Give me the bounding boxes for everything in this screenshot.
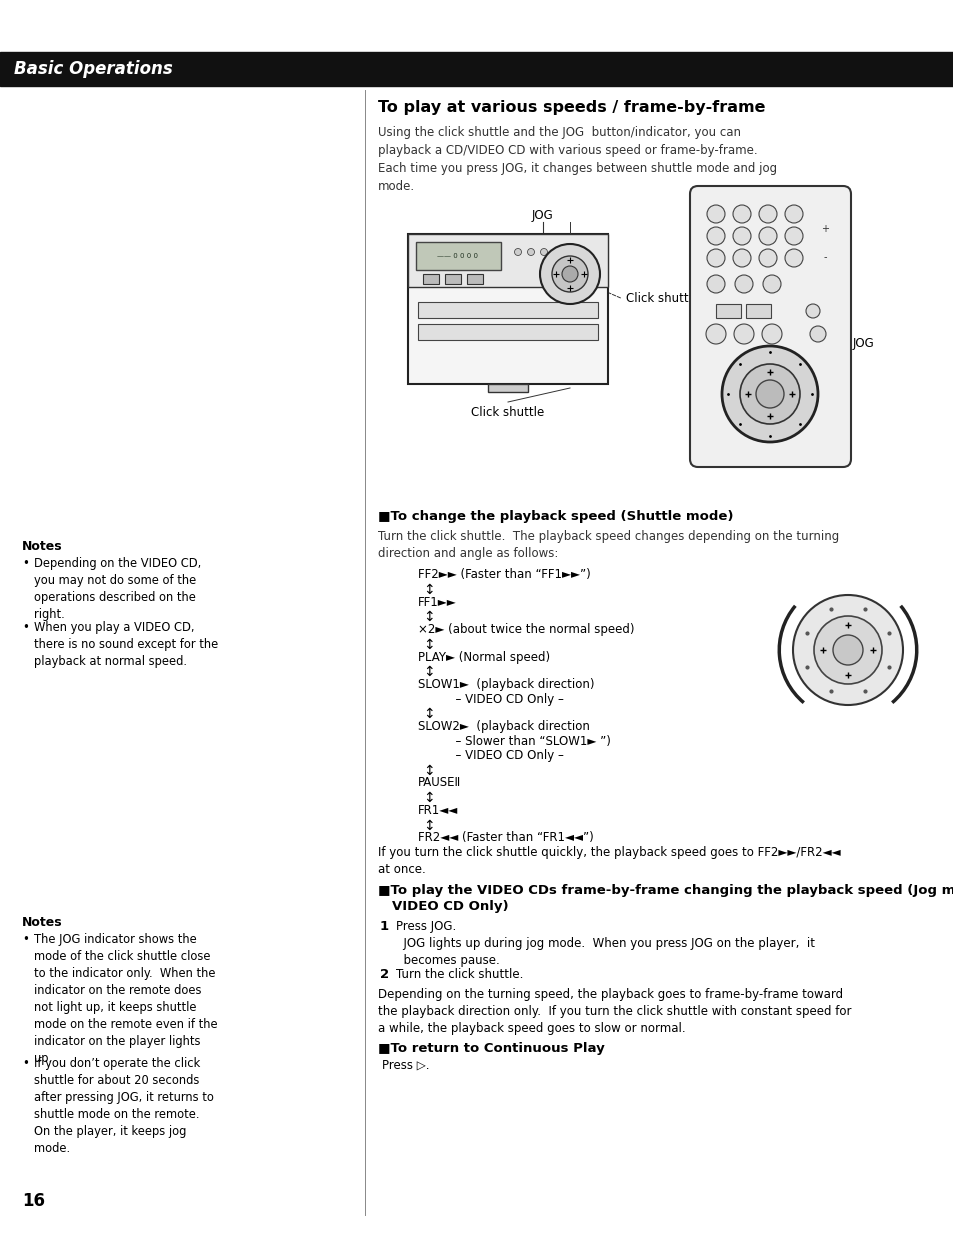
Circle shape xyxy=(539,244,599,305)
Text: Notes: Notes xyxy=(22,916,63,928)
Text: – VIDEO CD Only –: – VIDEO CD Only – xyxy=(417,693,563,705)
Circle shape xyxy=(734,275,752,293)
Circle shape xyxy=(706,249,724,268)
Text: If you turn the click shuttle quickly, the playback speed goes to FF2►►/FR2◄◄
at: If you turn the click shuttle quickly, t… xyxy=(377,846,840,875)
Text: Turn the click shuttle.  The playback speed changes depending on the turning
dir: Turn the click shuttle. The playback spe… xyxy=(377,530,839,560)
Text: Depending on the turning speed, the playback goes to frame-by-frame toward
the p: Depending on the turning speed, the play… xyxy=(377,988,851,1034)
Circle shape xyxy=(706,205,724,223)
Text: ↕: ↕ xyxy=(422,819,435,832)
Text: ↕: ↕ xyxy=(422,665,435,679)
Circle shape xyxy=(540,249,547,255)
Circle shape xyxy=(784,227,802,245)
Bar xyxy=(444,274,460,284)
Text: JOG: JOG xyxy=(852,338,874,350)
Circle shape xyxy=(732,227,750,245)
FancyBboxPatch shape xyxy=(689,186,850,467)
Text: – VIDEO CD Only –: – VIDEO CD Only – xyxy=(417,748,563,762)
Circle shape xyxy=(706,227,724,245)
Circle shape xyxy=(784,249,802,268)
Circle shape xyxy=(740,364,800,424)
Text: To play at various speeds / frame-by-frame: To play at various speeds / frame-by-fra… xyxy=(377,100,764,115)
Text: PLAY► (Normal speed): PLAY► (Normal speed) xyxy=(417,651,550,663)
Text: ↕: ↕ xyxy=(422,637,435,651)
Text: FF1►►: FF1►► xyxy=(417,596,456,609)
Bar xyxy=(422,274,438,284)
Bar xyxy=(416,242,500,270)
Text: •: • xyxy=(22,621,29,634)
Text: Basic Operations: Basic Operations xyxy=(14,60,172,78)
Text: Press ▷.: Press ▷. xyxy=(381,1059,429,1071)
Text: FR2◄◄ (Faster than “FR1◄◄”): FR2◄◄ (Faster than “FR1◄◄”) xyxy=(417,831,593,845)
Circle shape xyxy=(705,324,725,344)
Circle shape xyxy=(552,256,587,292)
Text: If you don’t operate the click
shuttle for about 20 seconds
after pressing JOG, : If you don’t operate the click shuttle f… xyxy=(34,1057,213,1155)
Text: The JOG indicator shows the
mode of the click shuttle close
to the indicator onl: The JOG indicator shows the mode of the … xyxy=(34,933,217,1065)
Text: ×2► (about twice the normal speed): ×2► (about twice the normal speed) xyxy=(417,623,634,636)
Text: •: • xyxy=(22,1057,29,1070)
Bar xyxy=(417,323,598,339)
Text: —— 0 0 0 0: —— 0 0 0 0 xyxy=(437,253,478,259)
Text: ↕: ↕ xyxy=(422,582,435,597)
Text: +: + xyxy=(821,224,828,234)
Circle shape xyxy=(732,249,750,268)
Circle shape xyxy=(514,249,521,255)
Text: VIDEO CD Only): VIDEO CD Only) xyxy=(392,900,508,912)
Text: FR1◄◄: FR1◄◄ xyxy=(417,804,457,817)
Circle shape xyxy=(759,249,776,268)
Bar xyxy=(408,234,607,286)
Circle shape xyxy=(832,635,862,665)
Circle shape xyxy=(805,305,820,318)
Circle shape xyxy=(813,616,882,684)
Text: Turn the click shuttle.: Turn the click shuttle. xyxy=(395,968,523,981)
Text: Click shuttle: Click shuttle xyxy=(625,292,699,306)
Text: 16: 16 xyxy=(22,1192,45,1210)
Bar xyxy=(716,305,740,318)
Circle shape xyxy=(755,380,783,408)
Bar xyxy=(417,302,598,318)
Circle shape xyxy=(792,596,902,705)
Bar xyxy=(488,383,527,392)
Text: When you play a VIDEO CD,
there is no sound except for the
playback at normal sp: When you play a VIDEO CD, there is no so… xyxy=(34,621,218,668)
Circle shape xyxy=(809,326,825,342)
Text: 2: 2 xyxy=(379,968,389,981)
Text: •: • xyxy=(22,557,29,570)
FancyBboxPatch shape xyxy=(408,234,607,383)
Text: Using the click shuttle and the JOG  button/indicator, you can
playback a CD/VID: Using the click shuttle and the JOG butt… xyxy=(377,126,777,194)
Circle shape xyxy=(527,249,534,255)
Text: •: • xyxy=(22,933,29,946)
Circle shape xyxy=(561,266,578,282)
Circle shape xyxy=(761,324,781,344)
Text: PAUSEⅡ: PAUSEⅡ xyxy=(417,777,460,789)
Text: ■To change the playback speed (Shuttle mode): ■To change the playback speed (Shuttle m… xyxy=(377,510,733,523)
Circle shape xyxy=(721,346,817,441)
Circle shape xyxy=(706,275,724,293)
Circle shape xyxy=(784,205,802,223)
Text: ■To play the VIDEO CDs frame-by-frame changing the playback speed (Jog mode –: ■To play the VIDEO CDs frame-by-frame ch… xyxy=(377,884,953,896)
Text: ↕: ↕ xyxy=(422,792,435,805)
Text: SLOW1►  (playback direction): SLOW1► (playback direction) xyxy=(417,678,594,690)
Circle shape xyxy=(762,275,781,293)
Circle shape xyxy=(759,205,776,223)
Text: Depending on the VIDEO CD,
you may not do some of the
operations described on th: Depending on the VIDEO CD, you may not d… xyxy=(34,557,201,621)
Text: Notes: Notes xyxy=(22,540,63,552)
Text: Click shuttle: Click shuttle xyxy=(471,406,544,419)
Text: Press JOG.
  JOG lights up during jog mode.  When you press JOG on the player,  : Press JOG. JOG lights up during jog mode… xyxy=(395,920,814,967)
Text: -: - xyxy=(822,252,826,261)
Bar xyxy=(0,52,953,86)
Circle shape xyxy=(759,227,776,245)
Bar xyxy=(467,274,482,284)
Text: ↕: ↕ xyxy=(422,610,435,624)
Text: SLOW2►  (playback direction: SLOW2► (playback direction xyxy=(417,720,589,732)
Circle shape xyxy=(732,205,750,223)
Text: ↕: ↕ xyxy=(422,707,435,721)
Circle shape xyxy=(733,324,753,344)
Text: JOG: JOG xyxy=(532,210,554,222)
Text: FF2►► (Faster than “FF1►►”): FF2►► (Faster than “FF1►►”) xyxy=(417,568,590,581)
Bar xyxy=(745,305,770,318)
Text: ↕: ↕ xyxy=(422,763,435,778)
Text: 1: 1 xyxy=(379,920,389,933)
Text: ■To return to Continuous Play: ■To return to Continuous Play xyxy=(377,1042,604,1055)
Circle shape xyxy=(553,249,560,255)
Text: – Slower than “SLOW1► ”): – Slower than “SLOW1► ”) xyxy=(417,735,610,747)
